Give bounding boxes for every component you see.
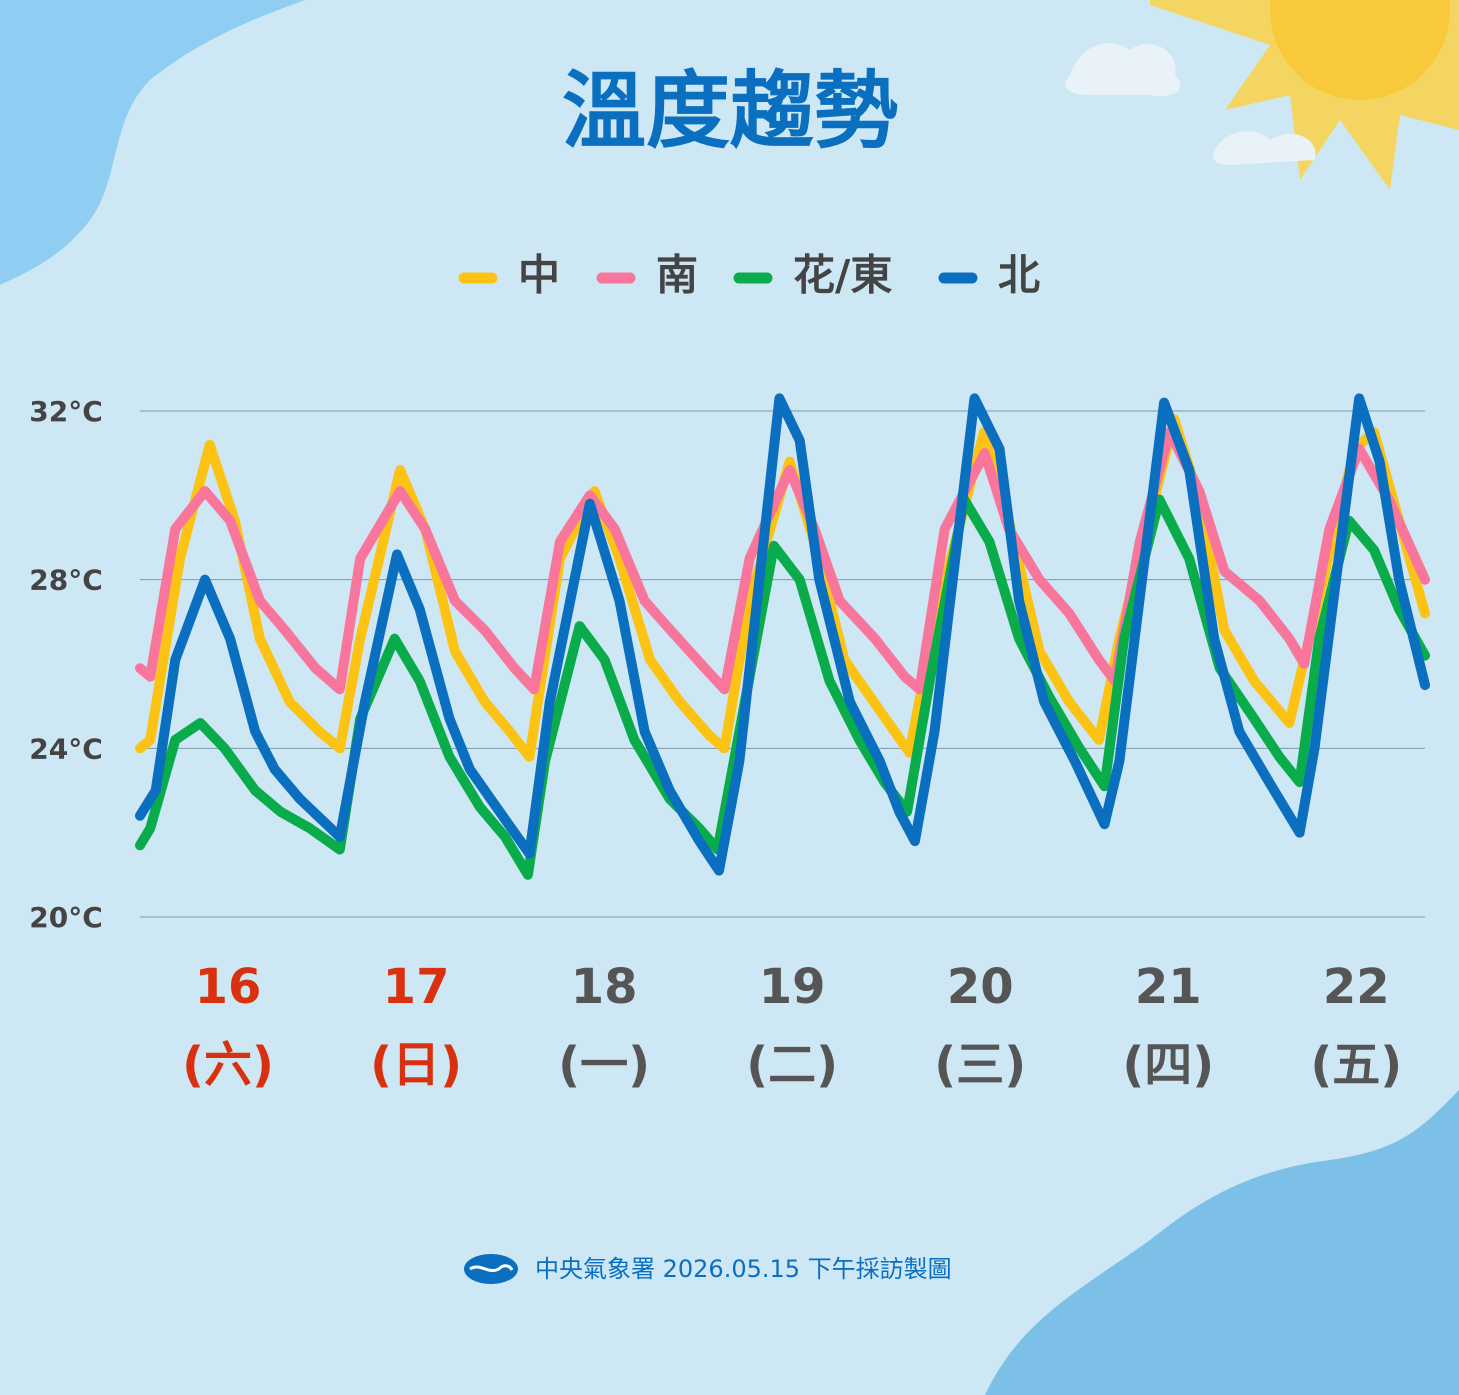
sun	[1065, 0, 1459, 190]
x-tick-sublabel: (五)	[1310, 1037, 1402, 1093]
legend-item: 花/東	[733, 251, 892, 300]
legend-item: 中	[458, 251, 560, 300]
x-tick-label: 20	[947, 959, 1014, 1015]
x-tick-label: 18	[571, 959, 638, 1015]
series-line	[135, 393, 1430, 876]
legend-item: 北	[938, 251, 1040, 300]
x-tick-label: 16	[195, 959, 262, 1015]
x-tick-sublabel: (六)	[182, 1037, 274, 1093]
legend-label: 花/東	[793, 251, 892, 300]
x-tick-sublabel: (四)	[1122, 1037, 1214, 1093]
x-tick-label: 22	[1323, 959, 1390, 1015]
footer: 中央氣象署 2026.05.15 下午採訪製圖	[464, 1254, 952, 1284]
y-tick-label: 20°C	[29, 901, 103, 934]
x-tick-sublabel: (三)	[934, 1037, 1026, 1093]
legend-label: 北	[998, 251, 1040, 300]
corner-blob	[0, 0, 305, 285]
legend-item: 南	[596, 251, 698, 300]
footer-text: 中央氣象署 2026.05.15 下午採訪製圖	[535, 1255, 952, 1283]
legend-label: 中	[518, 251, 560, 300]
series-line	[135, 414, 1430, 762]
chart-title: 溫度趨勢	[562, 62, 898, 160]
x-tick-label: 17	[383, 959, 450, 1015]
y-tick-label: 24°C	[29, 732, 103, 765]
x-tick-label: 19	[759, 959, 826, 1015]
y-tick-label: 32°C	[29, 395, 103, 428]
x-tick-sublabel: (一)	[558, 1037, 650, 1093]
x-tick-sublabel: (日)	[370, 1037, 462, 1093]
x-tick-sublabel: (二)	[746, 1037, 838, 1093]
x-tick-label: 21	[1135, 959, 1202, 1015]
corner-blob	[985, 1090, 1459, 1395]
legend-label: 南	[656, 251, 698, 300]
y-tick-label: 28°C	[29, 564, 103, 597]
